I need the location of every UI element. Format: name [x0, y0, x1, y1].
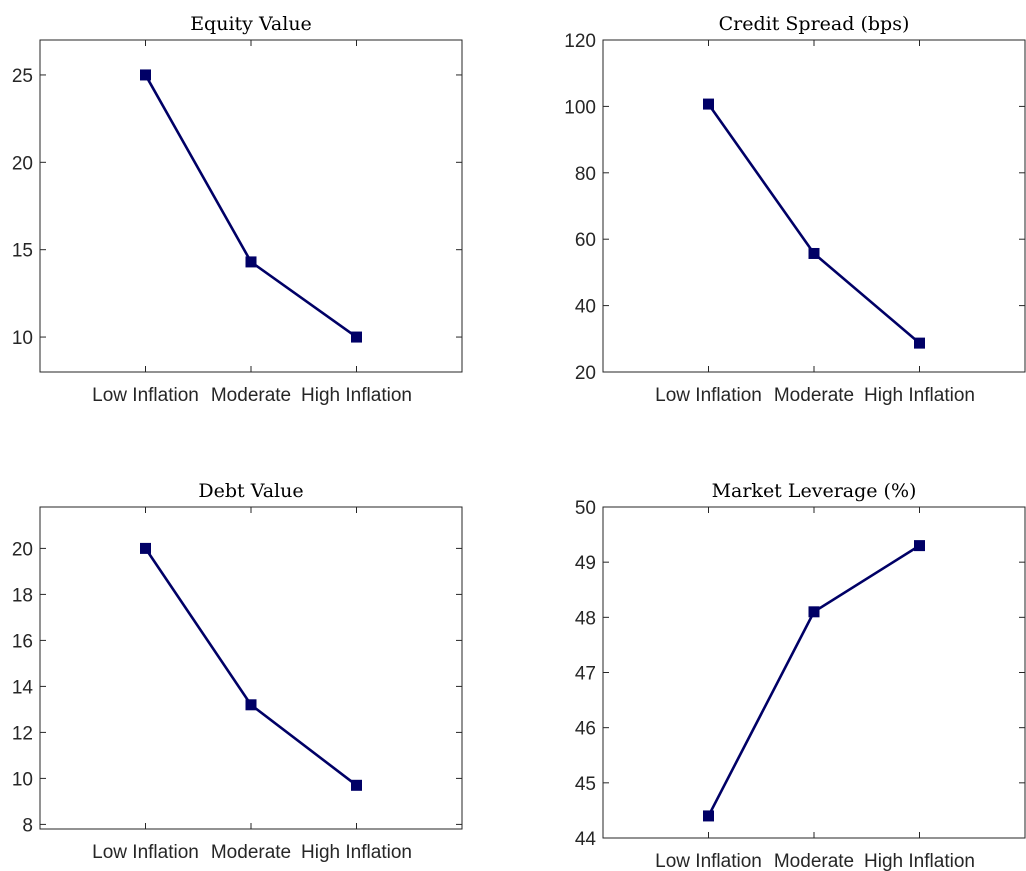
series-line: [707, 544, 921, 817]
axes-box: [602, 506, 1026, 839]
x-tick-label: High Inflation: [864, 385, 975, 406]
axes-box: [39, 506, 463, 830]
series-line: [707, 103, 921, 345]
data-point-marker: [808, 606, 820, 618]
y-tick-label: 100: [564, 97, 596, 118]
chart-title: Equity Value: [190, 13, 312, 35]
x-tick-label: Moderate: [211, 842, 291, 863]
y-tick-label: 48: [575, 608, 596, 629]
y-tick-label: 80: [575, 164, 596, 185]
y-tick-label: 49: [575, 553, 596, 574]
chart-panel-1: Equity Value 10 15 20 25 Low Inflation Moderat…: [12, 13, 463, 406]
x-tick-label: Low Inflation: [92, 385, 199, 406]
y-tick-label: 47: [575, 664, 596, 685]
y-tick-label: 45: [575, 774, 596, 795]
axes-box: [602, 39, 1026, 373]
y-tick-label: 20: [12, 153, 33, 174]
y-tick-label: 10: [12, 328, 33, 349]
chart-panel-3: Debt Value 8 10 12 14 16 18 20 Low Inflation Mode…: [12, 480, 463, 863]
x-tick-label: Moderate: [211, 385, 291, 406]
data-point-marker: [703, 810, 714, 822]
series-line: [144, 547, 358, 787]
y-tick-label: 15: [12, 241, 33, 262]
y-tick-label: 12: [12, 723, 33, 744]
x-tick-label: Moderate: [774, 851, 854, 871]
y-tick-label: 20: [12, 539, 33, 560]
chart-title: Market Leverage (%): [712, 480, 917, 502]
chart-title: Credit Spread (bps): [719, 13, 910, 35]
y-tick-label: 18: [12, 585, 33, 606]
data-point-marker: [351, 331, 362, 343]
y-tick-label: 44: [575, 829, 597, 850]
series-line: [144, 74, 358, 339]
x-tick-label: High Inflation: [301, 842, 412, 863]
axes-box: [39, 39, 463, 373]
x-tick-label: Moderate: [774, 385, 854, 406]
data-point-marker: [914, 337, 925, 349]
chart-title: Debt Value: [198, 480, 303, 502]
y-tick-label: 25: [12, 66, 33, 87]
data-point-marker: [140, 69, 151, 81]
y-tick-label: 10: [12, 769, 33, 790]
y-tick-label: 16: [12, 631, 33, 652]
data-point-marker: [703, 98, 714, 110]
x-tick-label: Low Inflation: [655, 385, 762, 406]
x-tick-label: Low Inflation: [655, 851, 762, 871]
y-tick-label: 50: [575, 498, 596, 519]
data-point-marker: [245, 699, 257, 711]
y-tick-label: 8: [22, 815, 33, 836]
y-tick-label: 40: [575, 297, 596, 318]
y-tick-label: 60: [575, 230, 596, 251]
chart-panel-2: Credit Spread (bps) 20 40 60 80 100 120 Low Inf…: [564, 13, 1026, 406]
chart-panel-4: Market Leverage (%) 44 45 46 47 48 49 50 Low Inf…: [575, 480, 1026, 871]
y-tick-label: 46: [575, 719, 596, 740]
data-point-marker: [914, 540, 925, 552]
y-tick-label: 120: [564, 31, 596, 52]
data-point-marker: [245, 256, 257, 268]
x-tick-label: High Inflation: [864, 851, 975, 871]
y-tick-label: 20: [575, 363, 596, 384]
data-point-marker: [140, 542, 151, 554]
data-point-marker: [351, 779, 362, 791]
y-tick-label: 14: [12, 677, 34, 698]
data-point-marker: [808, 247, 820, 259]
x-tick-label: High Inflation: [301, 385, 412, 406]
x-tick-label: Low Inflation: [92, 842, 199, 863]
